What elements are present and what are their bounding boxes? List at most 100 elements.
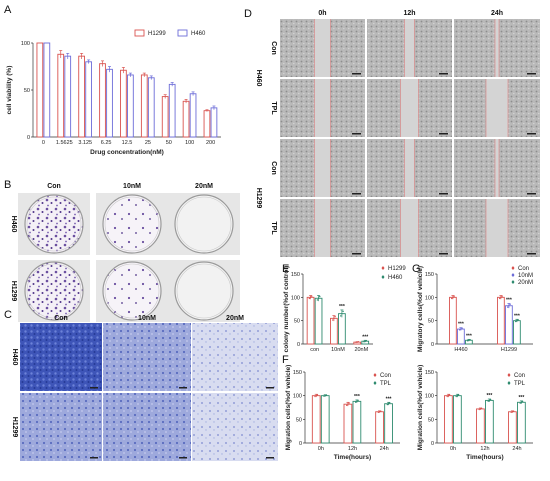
x-tick-label: 200 [206,140,215,146]
data-point [509,303,511,306]
panelC-row-H1299: H1299 [11,417,18,438]
data-point [500,296,502,299]
plate-H460-Con [24,194,84,254]
migration-H1299-Con [20,393,102,461]
data-point [389,402,391,404]
data-point [347,403,349,405]
y-tick-label: 50 [428,417,434,423]
panelB-col-10nM: 10nM [123,183,141,190]
plate-H460-20nM [174,194,234,254]
bar-A-H460-3.125 [85,61,92,138]
bar-A-H1299-100 [182,100,190,138]
panelB-col-Con: Con [47,183,61,190]
bar-F1-Con-0h [311,395,321,444]
data-point [314,395,316,398]
scale-bar [266,457,274,459]
data-point [308,297,311,300]
data-point [378,411,381,413]
y-tick-label: 0 [27,135,30,141]
y-tick-label: 50 [296,417,302,423]
x-axis-label: Time(hours) [466,454,503,461]
legend-entry: H1299 [388,266,406,272]
x-tick-label: H460 [454,347,467,353]
chart-A: 0 50 100 cell viability (%) Drug concentrati… [6,29,221,156]
bar-F2-Con-12h [476,408,485,444]
data-point [342,310,344,313]
x-axis-label: Drug concentration(nM) [90,149,164,156]
data-point [487,400,489,402]
significance-mark: *** [466,333,472,339]
significance-mark: *** [518,395,524,401]
panel-letter-D: D [244,8,252,20]
data-point [309,296,312,299]
data-point [457,394,460,396]
migration-H1299-20nM [192,393,278,461]
y-axis-label: Migration cells(%of vehicle) [417,365,424,451]
data-point [365,339,368,342]
panelD-row-Con: Con [270,41,277,55]
bar-A-H460-6.25 [106,68,113,138]
scale-bar [439,73,448,75]
y-tick-label: 150 [425,272,434,278]
bar-A-H460-12.5 [127,74,134,138]
x-tick-label: 12h [348,446,357,452]
data-point [510,411,512,414]
data-point [446,395,448,398]
y-axis-label: Migration cells(%of vehicle) [285,365,292,451]
data-point [460,328,462,330]
bar-E-H460-10nM [338,313,346,345]
bar-A-H460-25 [147,77,155,138]
data-point [319,295,321,298]
plate-H460-10nM [102,194,162,254]
wound-gap [486,199,508,257]
bar-A-H1299-1.5625 [57,53,65,138]
wound-gap [404,139,415,197]
data-point [480,407,483,410]
significance-mark: *** [354,394,360,400]
data-point [357,399,359,402]
wound-gap [314,199,331,257]
y-tick-label: 100 [425,295,434,301]
panelC-col-20nM: 20nM [226,315,244,322]
y-tick-label: 100 [293,394,302,400]
x-tick-label: 0h [318,446,324,452]
significance-mark: *** [506,297,512,303]
data-point [311,295,313,297]
migration-H1299-10nM [103,393,191,461]
x-tick-label: 24h [380,446,389,452]
data-point [357,341,360,343]
data-point [387,403,390,405]
y-tick-label: 150 [291,272,300,278]
y-tick-label: 0 [431,342,434,348]
x-tick-label: 0 [42,140,45,146]
data-point [334,315,336,318]
y-tick-label: 0 [299,441,302,447]
scale-bar [179,387,187,389]
bar-A-H460-100 [189,93,197,138]
bar-F1-Con-12h [343,403,353,444]
data-point [511,411,514,413]
bar-A-H460-50 [168,83,176,138]
bar-G-Con-H1299 [497,296,505,345]
bar-F2-Con-24h [508,411,517,444]
bar-A-H460-200 [210,107,218,138]
panel-letter-C: C [4,309,12,321]
bar-A-H1299-0 [36,42,44,138]
y-tick-label: 50 [294,319,300,325]
significance-mark: *** [339,304,345,310]
x-tick-label: 0h [450,446,456,452]
data-point [356,400,358,403]
y-axis-label: colony number(%of control) [283,266,290,353]
data-point [317,297,320,299]
y-axis-label: Migratory cells(%of vehicle) [417,266,424,352]
panel-letter-G: G [412,263,421,275]
data-point [489,398,492,401]
scale-bar [352,133,361,135]
data-point [516,319,518,322]
bar-F1-Con-24h [375,411,384,444]
data-point [316,299,319,301]
bar-A-H1299-50 [161,96,169,138]
scale-bar [266,387,274,389]
panelD-row-TPL: TPL [270,221,277,235]
